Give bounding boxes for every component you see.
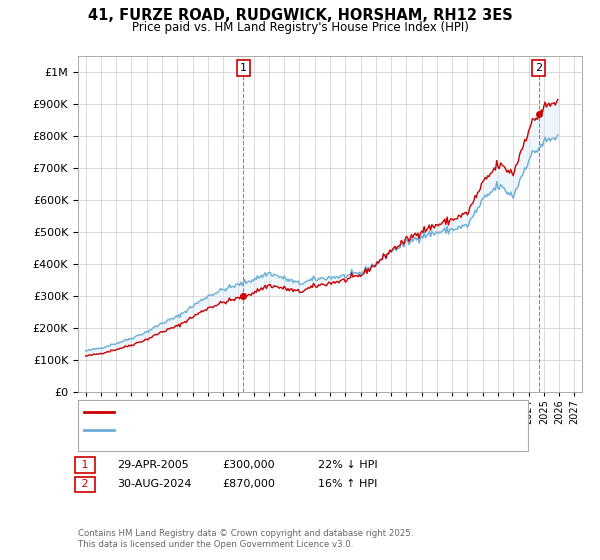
Text: 29-APR-2005: 29-APR-2005: [117, 460, 189, 470]
Text: 41, FURZE ROAD, RUDGWICK, HORSHAM, RH12 3ES (detached house): 41, FURZE ROAD, RUDGWICK, HORSHAM, RH12 …: [120, 407, 485, 417]
Text: Price paid vs. HM Land Registry's House Price Index (HPI): Price paid vs. HM Land Registry's House …: [131, 21, 469, 34]
Text: HPI: Average price, detached house, Horsham: HPI: Average price, detached house, Hors…: [120, 425, 360, 435]
Text: £870,000: £870,000: [222, 479, 275, 489]
Text: 16% ↑ HPI: 16% ↑ HPI: [318, 479, 377, 489]
Text: 1: 1: [78, 460, 92, 470]
Text: Contains HM Land Registry data © Crown copyright and database right 2025.
This d: Contains HM Land Registry data © Crown c…: [78, 529, 413, 549]
Text: 1: 1: [240, 63, 247, 73]
Text: £300,000: £300,000: [222, 460, 275, 470]
Text: 2: 2: [535, 63, 542, 73]
Text: 2: 2: [78, 479, 92, 489]
Text: 22% ↓ HPI: 22% ↓ HPI: [318, 460, 377, 470]
Text: 41, FURZE ROAD, RUDGWICK, HORSHAM, RH12 3ES: 41, FURZE ROAD, RUDGWICK, HORSHAM, RH12 …: [88, 8, 512, 24]
Text: 30-AUG-2024: 30-AUG-2024: [117, 479, 191, 489]
